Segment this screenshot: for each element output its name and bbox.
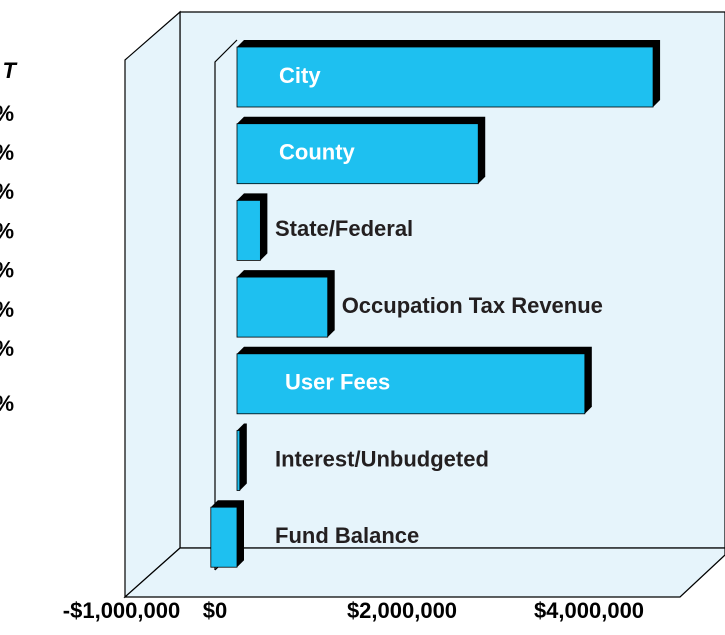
left-wall — [124, 10, 181, 599]
bar-label: County — [279, 140, 356, 165]
side-cell: % — [0, 336, 14, 361]
side-cell: % — [0, 179, 14, 204]
bar — [210, 506, 238, 568]
bar-label: Occupation Tax Revenue — [342, 293, 603, 318]
bar-label: Interest/Unbudgeted — [275, 446, 489, 471]
bar-label: City — [279, 63, 321, 88]
x-tick-label: $2,000,000 — [347, 598, 457, 623]
side-cell: % — [0, 101, 14, 126]
floor — [123, 547, 725, 598]
bar — [236, 46, 654, 108]
bar-label: Fund Balance — [275, 523, 419, 548]
x-tick-label: -$1,000,000 — [63, 598, 180, 623]
bar — [236, 123, 479, 185]
side-total: % — [0, 391, 14, 416]
x-tick-label: $0 — [203, 598, 227, 623]
bar-label: State/Federal — [275, 216, 413, 241]
side-cell: % — [0, 297, 14, 322]
bar — [236, 199, 261, 261]
side-cell: % — [0, 218, 14, 243]
bar — [236, 276, 329, 338]
side-header: T — [3, 58, 18, 83]
bar-label: User Fees — [285, 370, 390, 395]
bar — [236, 430, 241, 491]
side-cell: % — [0, 258, 14, 283]
zero-plane — [214, 39, 238, 570]
bar — [236, 353, 586, 415]
side-cell: % — [0, 140, 14, 165]
x-tick-label: $4,000,000 — [534, 598, 644, 623]
